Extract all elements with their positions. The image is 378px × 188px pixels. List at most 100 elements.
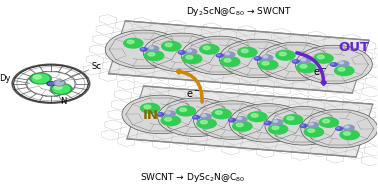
Circle shape — [301, 109, 378, 148]
Circle shape — [301, 124, 304, 126]
Circle shape — [186, 49, 197, 54]
Circle shape — [148, 52, 155, 56]
Circle shape — [259, 60, 278, 70]
Circle shape — [105, 30, 182, 69]
Text: e$^-$: e$^-$ — [186, 89, 200, 100]
Circle shape — [55, 81, 64, 85]
Circle shape — [141, 103, 160, 113]
Circle shape — [216, 54, 223, 57]
Circle shape — [287, 117, 294, 120]
Circle shape — [144, 51, 164, 60]
Circle shape — [140, 48, 147, 51]
Circle shape — [257, 42, 334, 81]
Circle shape — [32, 74, 49, 83]
Text: SWCNT → DySc$_2$N@C$_{80}$: SWCNT → DySc$_2$N@C$_{80}$ — [140, 171, 245, 184]
Text: OUT: OUT — [338, 41, 369, 54]
Circle shape — [157, 113, 164, 116]
Circle shape — [265, 107, 342, 145]
Circle shape — [301, 59, 306, 61]
Circle shape — [54, 85, 62, 89]
Circle shape — [166, 112, 170, 114]
Circle shape — [176, 106, 195, 116]
Circle shape — [279, 52, 286, 56]
Circle shape — [219, 39, 296, 78]
Circle shape — [178, 51, 185, 54]
Circle shape — [241, 49, 248, 53]
Text: e$^-$: e$^-$ — [313, 67, 327, 78]
Circle shape — [181, 36, 258, 75]
Circle shape — [237, 117, 242, 119]
Circle shape — [255, 57, 258, 58]
Circle shape — [127, 40, 134, 44]
Circle shape — [141, 48, 144, 49]
Circle shape — [158, 113, 161, 114]
Circle shape — [340, 130, 359, 140]
Circle shape — [263, 56, 268, 58]
Circle shape — [276, 50, 295, 60]
Circle shape — [47, 82, 55, 86]
Polygon shape — [127, 86, 373, 157]
Circle shape — [332, 63, 334, 65]
Circle shape — [162, 41, 181, 51]
Circle shape — [149, 47, 153, 49]
Circle shape — [197, 119, 216, 128]
Circle shape — [215, 111, 222, 114]
Circle shape — [202, 114, 206, 117]
Circle shape — [29, 73, 51, 84]
Circle shape — [200, 120, 208, 124]
Circle shape — [272, 119, 283, 125]
Text: Dy: Dy — [0, 74, 29, 83]
Circle shape — [165, 118, 172, 121]
Circle shape — [345, 126, 349, 128]
Circle shape — [251, 114, 258, 117]
Circle shape — [308, 122, 319, 128]
Circle shape — [165, 43, 172, 47]
Circle shape — [262, 55, 273, 60]
Circle shape — [224, 52, 235, 57]
Circle shape — [179, 51, 182, 52]
Circle shape — [54, 80, 65, 86]
Circle shape — [217, 54, 220, 55]
Circle shape — [314, 54, 333, 63]
Circle shape — [212, 109, 231, 119]
Circle shape — [200, 44, 219, 54]
Circle shape — [180, 108, 187, 111]
Circle shape — [284, 115, 303, 124]
Circle shape — [224, 59, 231, 62]
Circle shape — [264, 121, 271, 125]
Circle shape — [308, 129, 314, 132]
Circle shape — [265, 122, 268, 123]
Circle shape — [344, 132, 350, 135]
Circle shape — [34, 75, 41, 79]
Circle shape — [330, 63, 337, 66]
Circle shape — [200, 114, 211, 119]
Circle shape — [165, 111, 175, 116]
Circle shape — [233, 121, 252, 131]
Circle shape — [48, 82, 54, 85]
Circle shape — [339, 62, 344, 64]
Circle shape — [268, 124, 288, 134]
Circle shape — [297, 63, 316, 73]
Circle shape — [293, 60, 296, 62]
Circle shape — [344, 125, 354, 130]
Circle shape — [143, 33, 220, 72]
Circle shape — [50, 83, 72, 94]
Circle shape — [236, 123, 243, 127]
Circle shape — [124, 38, 143, 48]
Circle shape — [273, 120, 277, 122]
Circle shape — [203, 46, 210, 50]
Circle shape — [335, 66, 354, 76]
Polygon shape — [108, 21, 369, 93]
Circle shape — [122, 95, 199, 134]
Circle shape — [229, 104, 306, 142]
Circle shape — [319, 118, 338, 127]
Circle shape — [228, 118, 235, 122]
Circle shape — [158, 98, 235, 136]
Circle shape — [248, 112, 267, 122]
Circle shape — [323, 119, 330, 123]
Circle shape — [272, 126, 279, 130]
Circle shape — [187, 50, 192, 52]
Circle shape — [236, 117, 247, 122]
Circle shape — [148, 46, 159, 51]
Circle shape — [144, 105, 151, 109]
